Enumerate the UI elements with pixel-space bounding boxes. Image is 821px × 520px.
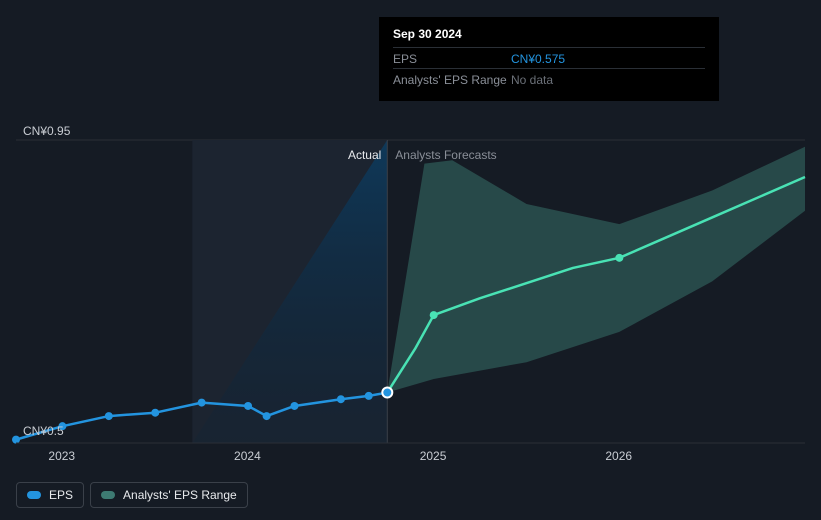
- legend-label: EPS: [49, 488, 73, 502]
- y-tick-label: CN¥0.95: [23, 124, 70, 138]
- x-tick-label: 2026: [605, 449, 632, 463]
- tooltip-value: No data: [511, 73, 553, 87]
- chart-tooltip: Sep 30 2024 EPS CN¥0.575 Analysts' EPS R…: [379, 17, 719, 101]
- tooltip-value: CN¥0.575: [511, 52, 565, 66]
- x-tick-label: 2024: [234, 449, 261, 463]
- tooltip-row: EPS CN¥0.575: [393, 47, 705, 66]
- tooltip-row: Analysts' EPS Range No data: [393, 68, 705, 87]
- x-tick-label: 2023: [48, 449, 75, 463]
- eps-chart: CN¥0.95 CN¥0.5 Actual Analysts Forecasts…: [0, 0, 821, 520]
- tooltip-date: Sep 30 2024: [393, 27, 705, 41]
- region-label-forecast: Analysts Forecasts: [395, 148, 496, 162]
- legend-label: Analysts' EPS Range: [123, 488, 237, 502]
- legend-item-eps[interactable]: EPS: [16, 482, 84, 508]
- tooltip-label: EPS: [393, 52, 511, 66]
- legend-item-analysts-range[interactable]: Analysts' EPS Range: [90, 482, 248, 508]
- legend-swatch: [101, 491, 115, 499]
- y-tick-label: CN¥0.5: [23, 424, 64, 438]
- region-label-actual: Actual: [348, 148, 381, 162]
- chart-legend: EPS Analysts' EPS Range: [16, 482, 248, 508]
- tooltip-label: Analysts' EPS Range: [393, 73, 511, 87]
- x-tick-label: 2025: [420, 449, 447, 463]
- legend-swatch: [27, 491, 41, 499]
